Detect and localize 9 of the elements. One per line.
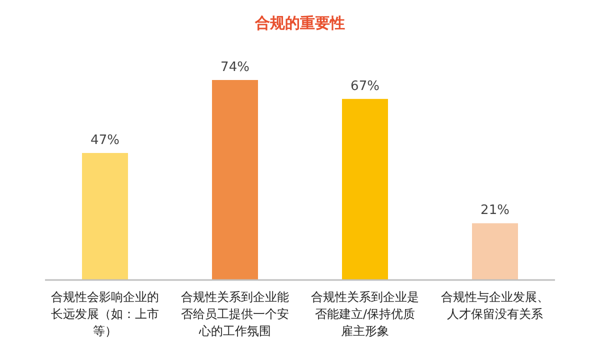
x-tick-label: 合规性与企业发展、人才保留没有关系 [440,289,550,323]
data-label: 47% [90,132,120,148]
chart-title: 合规的重要性 [254,14,345,32]
data-label: 67% [350,78,380,94]
x-tick-label: 合规性关系到企业是否能建立/保持优质雇主形象 [310,289,420,340]
data-label: 74% [220,60,250,75]
x-tick-label: 合规性会影响企业的长远发展（如：上市等） [50,289,160,340]
data-label: 21% [480,203,510,218]
x-tick-label: 合规性关系到企业能否给员工提供一个安心的工作氛围 [180,289,290,340]
